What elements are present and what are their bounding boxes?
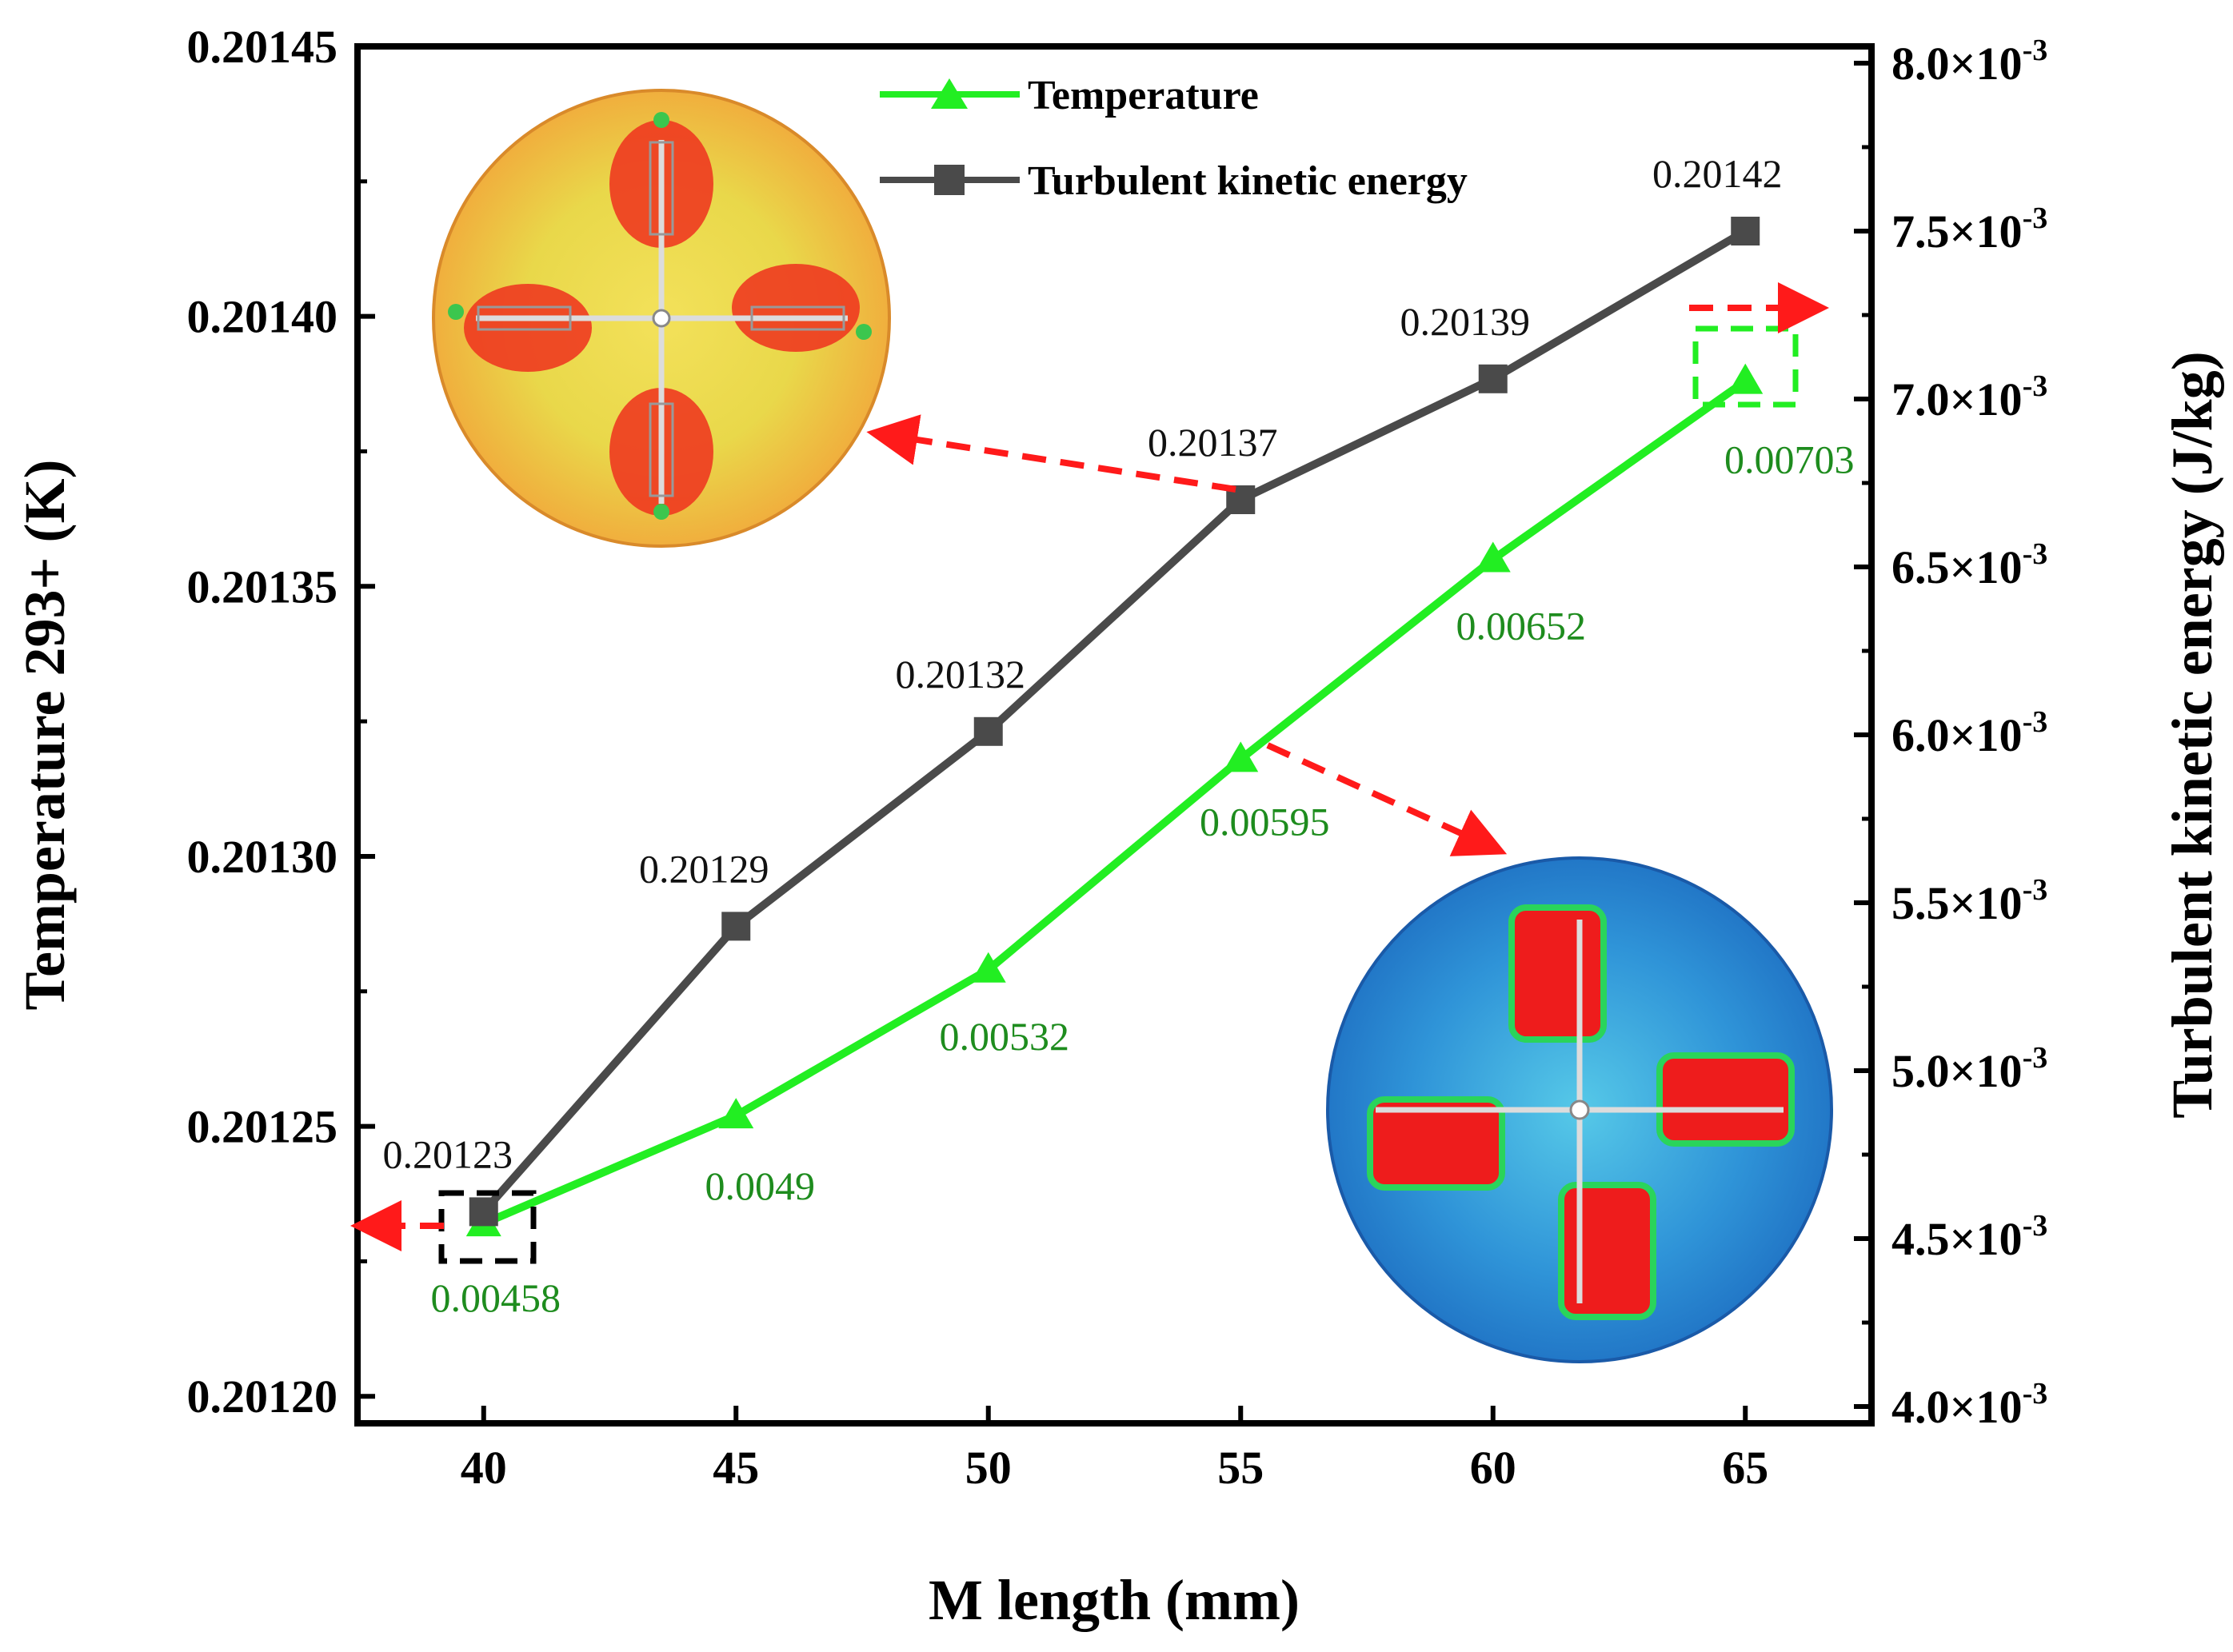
series-layer: 0.00458 0.0049 0.00532 0.00595 0.00652 0.0070… — [383, 151, 1855, 1320]
temperature-contour-inset — [432, 89, 891, 548]
tke-data-label: 0.20139 — [1400, 299, 1531, 344]
x-tick-label: 50 — [965, 1442, 1012, 1494]
legend-tke-label: Turbulent kinetic energy — [1028, 158, 1468, 204]
y2-tick-label: 6.5×10-3 — [1891, 537, 2047, 593]
y2-tick-label: 8.0×10-3 — [1891, 34, 2047, 90]
y-tick-label: 0.20130 — [187, 831, 338, 883]
temperature-data-label: 0.0049 — [705, 1163, 816, 1208]
arrow-to-temp-inset — [866, 414, 1236, 493]
y2-tick-label: 5.0×10-3 — [1891, 1041, 2047, 1097]
y-tick-label: 0.20120 — [187, 1371, 338, 1423]
highlight-box-end — [1692, 325, 1799, 408]
y2-tick-label: 7.0×10-3 — [1891, 369, 2047, 425]
y2-axis-ticks: 4.0×10-3 4.5×10-3 5.0×10-3 5.5×10-3 6.0×10-3… — [1854, 34, 2047, 1433]
temperature-point — [1475, 541, 1511, 573]
y-axis-ticks: 0.20120 0.20125 0.20130 0.20135 0.20140 0.201… — [187, 21, 375, 1423]
temperature-data-label: 0.00652 — [1456, 604, 1587, 648]
tke-data-label: 0.20123 — [383, 1131, 513, 1176]
y2-tick-label: 4.0×10-3 — [1891, 1377, 2047, 1433]
x-axis-title: M length (mm) — [929, 1568, 1300, 1632]
tke-point — [721, 912, 751, 941]
x-tick-label: 65 — [1722, 1442, 1768, 1494]
temperature-point — [718, 1098, 754, 1129]
legend-temperature-marker — [931, 78, 968, 109]
temperature-data-label: 0.00532 — [940, 1014, 1070, 1059]
tke-data-label: 0.20129 — [639, 846, 769, 891]
legend: Temperature Turbulent kinetic energy — [880, 73, 1468, 204]
x-tick-label: 60 — [1470, 1442, 1516, 1494]
tke-contour-inset — [1326, 856, 1833, 1363]
tke-point — [1731, 217, 1760, 245]
y-tick-label: 0.20125 — [187, 1101, 338, 1153]
tke-point — [469, 1197, 498, 1227]
x-axis-ticks: 40 45 50 55 60 65 — [461, 1406, 1768, 1494]
temperature-data-label: 0.00703 — [1724, 437, 1855, 482]
y2-tick-label: 4.5×10-3 — [1891, 1209, 2047, 1265]
temperature-data-label: 0.00458 — [431, 1275, 561, 1320]
legend-temperature-label: Temperature — [1028, 73, 1259, 118]
y2-tick-label: 5.5×10-3 — [1891, 873, 2047, 929]
temperature-data-label: 0.00595 — [1200, 799, 1330, 844]
tke-data-label: 0.20137 — [1148, 420, 1278, 465]
tke-data-label: 0.20132 — [896, 652, 1026, 696]
tke-data-label: 0.20142 — [1652, 151, 1783, 196]
y2-axis-title: Turbulent kinetic energy (J/kg) — [2160, 351, 2224, 1118]
y-tick-label: 0.20135 — [187, 561, 338, 613]
y-axis-title: Temperature 293+ (K) — [13, 460, 77, 1011]
y-tick-label: 0.20140 — [187, 291, 338, 343]
y-tick-label: 0.20145 — [187, 21, 338, 73]
temperature-point — [1223, 741, 1259, 772]
x-tick-label: 45 — [713, 1442, 759, 1494]
temperature-point — [1728, 363, 1764, 394]
series-line-temperature — [481, 377, 1748, 1227]
temperature-point — [970, 952, 1006, 983]
tke-point — [973, 716, 1003, 746]
arrow-to-tke-inset — [1266, 742, 1508, 856]
tke-point — [1478, 364, 1508, 393]
y2-tick-label: 6.0×10-3 — [1891, 705, 2047, 761]
y2-tick-label: 7.5×10-3 — [1891, 202, 2047, 257]
x-tick-label: 40 — [461, 1442, 507, 1494]
legend-tke-marker — [934, 165, 965, 195]
x-tick-label: 55 — [1217, 1442, 1264, 1494]
series-line-tke — [481, 227, 1748, 1215]
